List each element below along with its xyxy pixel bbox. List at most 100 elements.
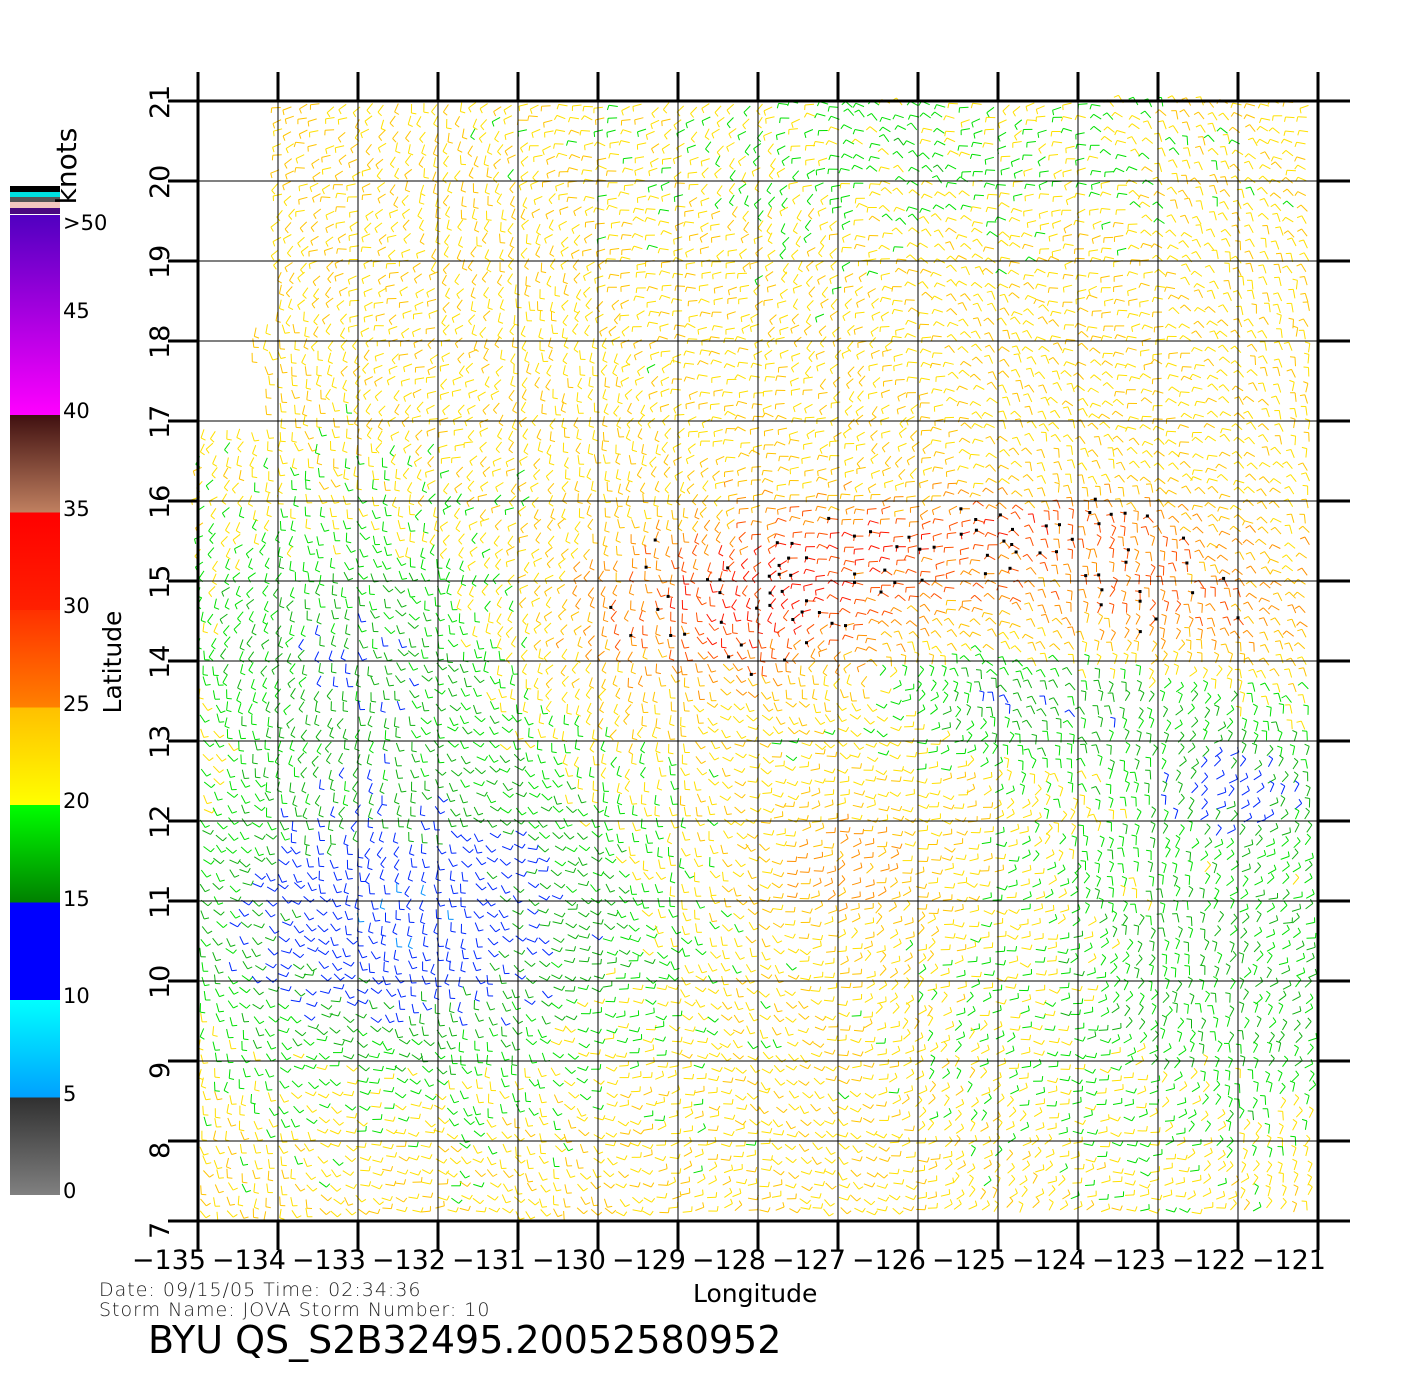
wind-barb-tick: [907, 213, 913, 218]
wind-barb-tick: [806, 200, 811, 206]
wind-barb: [287, 245, 294, 254]
wind-barb-tick: [378, 239, 383, 245]
wind-barb: [483, 310, 491, 318]
wind-barb-tick: [1193, 111, 1199, 116]
wind-barb: [1198, 289, 1204, 299]
wind-barb: [461, 196, 464, 206]
wind-barb: [1107, 126, 1115, 133]
wind-barb-tick: [536, 231, 541, 236]
wind-barb-tick: [560, 251, 564, 257]
wind-barb: [1019, 418, 1024, 428]
wind-barb: [714, 197, 722, 205]
wind-barb-tick: [899, 423, 904, 429]
wind-barb-tick: [1046, 396, 1051, 401]
wind-barb-tick: [1228, 139, 1233, 145]
wind-barb-tick: [374, 228, 378, 234]
wind-barb: [1207, 346, 1216, 352]
wind-barb: [972, 206, 982, 209]
wind-barb: [494, 183, 500, 193]
wind-barb: [430, 261, 437, 271]
wind-barb: [1272, 127, 1280, 134]
wind-barb-tick: [588, 452, 594, 456]
wind-barb: [349, 315, 359, 318]
wind-barb-tick: [1050, 433, 1056, 438]
wind-barb: [947, 164, 957, 170]
wind-barb: [563, 457, 569, 466]
wind-barb: [742, 210, 749, 219]
wind-barb-tick: [685, 459, 689, 465]
wind-barb: [1105, 371, 1113, 379]
wind-barb-tick: [1189, 373, 1194, 379]
wind-barb-tick: [338, 160, 342, 166]
wind-barb-tick: [280, 427, 286, 430]
wind-barb-tick: [1060, 128, 1064, 134]
wind-barb: [1114, 351, 1124, 355]
wind-barb-tick: [1167, 294, 1172, 300]
wind-barb-tick: [388, 320, 393, 325]
wind-barb-tick: [780, 231, 786, 235]
wind-barb: [617, 428, 620, 438]
wind-barb-tick: [1023, 274, 1026, 280]
wind-barb: [738, 183, 747, 190]
wind-barb: [1180, 401, 1190, 406]
wind-barb-tick: [468, 393, 471, 399]
wind-barb-tick: [627, 410, 632, 415]
wind-barb: [1115, 167, 1125, 173]
wind-barb: [549, 301, 553, 311]
wind-barb-tick: [881, 433, 883, 439]
wind-barb-tick: [1296, 116, 1299, 122]
wind-barb: [963, 360, 972, 367]
wind-barb: [961, 128, 970, 131]
wind-barb-tick: [1138, 201, 1143, 207]
wind-barb-tick: [615, 385, 621, 388]
wind-barb-tick: [566, 197, 569, 203]
wind-barb: [535, 271, 539, 281]
wind-barb-tick: [713, 288, 716, 294]
wind-barb: [817, 207, 827, 213]
wind-barb: [270, 221, 279, 228]
wind-barb: [1092, 335, 1102, 339]
wind-barb: [1053, 169, 1062, 175]
wind-barb-tick: [1152, 254, 1157, 259]
wind-barb-tick: [263, 465, 269, 470]
wind-barb-tick: [920, 193, 925, 199]
wind-barb-tick: [699, 441, 702, 447]
wind-barb-tick: [829, 278, 832, 284]
wind-barb-tick: [830, 305, 835, 310]
wind-barb-tick: [431, 256, 436, 261]
wind-barb-tick: [1034, 336, 1038, 342]
wind-barb: [1277, 292, 1283, 302]
wind-barb: [332, 468, 339, 477]
wind-barb: [363, 314, 373, 318]
wind-barb: [1050, 396, 1058, 404]
wind-barb-tick: [866, 270, 870, 276]
wind-barb: [1172, 159, 1178, 168]
wind-barb: [922, 281, 929, 289]
wind-barb-tick: [447, 141, 453, 144]
wind-barb-tick: [1272, 366, 1278, 369]
wind-barb-tick: [375, 164, 379, 170]
wind-barb-tick: [414, 354, 417, 360]
wind-barb: [906, 455, 916, 462]
wind-barb-tick: [616, 425, 622, 429]
wind-barb: [620, 191, 630, 195]
wind-barb: [343, 392, 346, 402]
wind-barb-tick: [1142, 120, 1148, 123]
wind-barb: [1251, 280, 1254, 290]
wind-barb-tick: [1154, 477, 1159, 483]
wind-barb: [545, 469, 554, 477]
wind-barb-tick: [327, 361, 333, 364]
wind-barb: [976, 238, 983, 247]
wind-barb: [346, 428, 348, 438]
wind-barb: [1307, 354, 1310, 364]
wind-barb-tick: [1062, 287, 1065, 293]
wind-barb-tick: [1258, 476, 1264, 480]
wind-barb: [1304, 394, 1308, 404]
wind-barb: [389, 115, 396, 124]
wind-barb: [1016, 393, 1021, 402]
wind-barb: [278, 284, 282, 294]
wind-barb-tick: [1164, 286, 1167, 292]
wind-barb-tick: [566, 167, 570, 173]
wind-barb-tick: [1087, 449, 1093, 453]
wind-barb: [526, 363, 530, 373]
